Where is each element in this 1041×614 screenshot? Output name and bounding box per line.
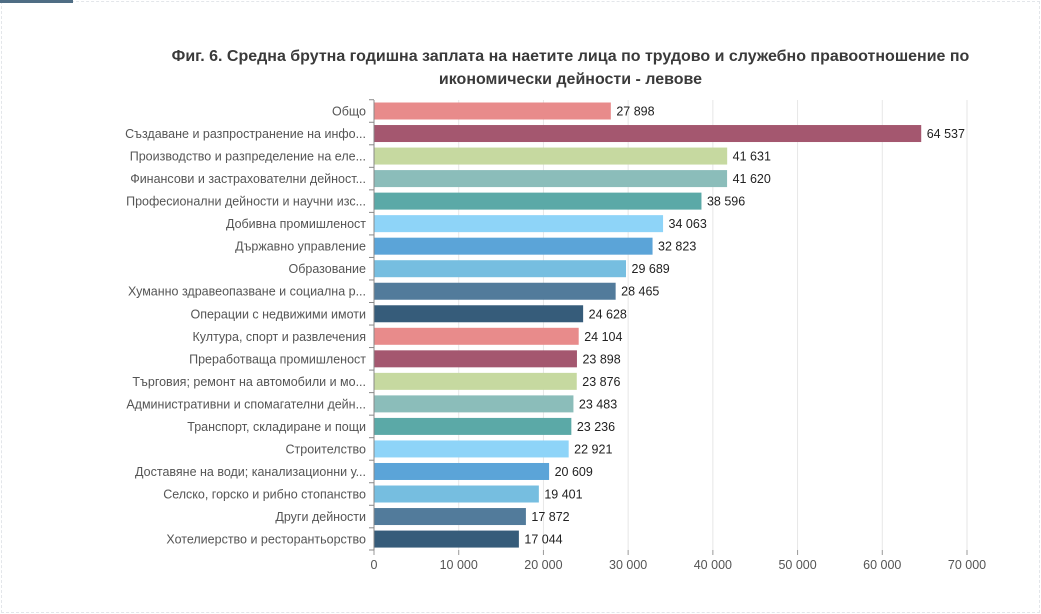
data-label: 41 631	[733, 150, 771, 164]
data-label: 20 609	[555, 465, 593, 479]
x-tick-label: 70 000	[948, 558, 986, 572]
category-label: Общо	[332, 105, 366, 119]
data-label: 23 876	[582, 375, 620, 389]
data-label: 27 898	[616, 105, 654, 119]
bar	[374, 350, 577, 368]
data-label: 24 628	[589, 307, 627, 321]
x-tick-label: 10 000	[440, 558, 478, 572]
bar	[374, 147, 728, 165]
bar	[374, 508, 526, 526]
bar	[374, 462, 550, 480]
category-label: Административни и спомагателни дейн...	[126, 397, 366, 411]
category-label: Създаване и разпространение на инфо...	[125, 127, 366, 141]
bar	[374, 372, 577, 390]
category-label: Хуманно здравеопазване и социална р...	[128, 285, 366, 299]
category-label: Производство и разпределение на еле...	[130, 150, 366, 164]
category-label: Строителство	[286, 442, 367, 456]
data-label: 23 898	[582, 352, 620, 366]
category-label: Доставяне на води; канализационни у...	[135, 465, 366, 479]
data-label: 64 537	[927, 127, 965, 141]
data-label: 22 921	[574, 442, 612, 456]
data-label: 23 483	[579, 397, 617, 411]
category-label: Добивна промишленост	[226, 217, 366, 231]
bar	[374, 260, 627, 278]
bar	[374, 170, 728, 188]
bar	[374, 215, 664, 233]
bar	[374, 327, 579, 345]
data-label: 38 596	[707, 195, 745, 209]
data-label: 28 465	[621, 285, 659, 299]
bar	[374, 440, 569, 458]
bar	[374, 305, 584, 323]
chart-title-line-2: икономически дейности - левове	[438, 71, 703, 88]
bar	[374, 485, 539, 503]
category-label: Професионални дейности и научни изс...	[126, 195, 366, 209]
chart-title-line-1: Фиг. 6. Средна брутна годишна заплата на…	[171, 48, 970, 65]
x-tick-label: 0	[371, 558, 378, 572]
category-label: Транспорт, складиране и пощи	[187, 420, 366, 434]
bar	[374, 530, 519, 548]
category-label: Преработваща промишленост	[189, 352, 366, 366]
data-label: 17 044	[524, 533, 562, 547]
data-label: 34 063	[669, 217, 707, 231]
top-accent-bar	[0, 0, 73, 3]
category-label: Държавно управление	[235, 240, 366, 254]
x-tick-label: 50 000	[778, 558, 816, 572]
bar	[374, 417, 572, 435]
chart-title: Фиг. 6. Средна брутна годишна заплата на…	[100, 45, 1041, 91]
category-label: Селско, горско и рибно стопанство	[163, 488, 366, 502]
category-label: Търговия; ремонт на автомобили и мо...	[132, 375, 366, 389]
bar	[374, 102, 611, 120]
data-label: 32 823	[658, 240, 696, 254]
category-label: Финансови и застрахователни дейност...	[130, 172, 366, 186]
x-tick-label: 40 000	[694, 558, 732, 572]
category-label: Образование	[289, 262, 367, 276]
category-label: Операции с недвижими имоти	[190, 307, 366, 321]
data-label: 29 689	[632, 262, 670, 276]
bar	[374, 282, 616, 300]
x-tick-label: 30 000	[609, 558, 647, 572]
x-tick-label: 60 000	[863, 558, 901, 572]
category-label: Култура, спорт и развлечения	[193, 330, 366, 344]
bar	[374, 395, 574, 413]
bar	[374, 125, 922, 143]
data-label: 41 620	[733, 172, 771, 186]
data-label: 24 104	[584, 330, 622, 344]
category-label: Хотелиерство и ресторантьорство	[166, 533, 366, 547]
bar	[374, 192, 702, 210]
x-tick-label: 20 000	[524, 558, 562, 572]
bar	[374, 237, 653, 255]
data-label: 17 872	[531, 510, 569, 524]
category-label: Други дейности	[275, 510, 366, 524]
data-label: 19 401	[544, 488, 582, 502]
data-label: 23 236	[577, 420, 615, 434]
